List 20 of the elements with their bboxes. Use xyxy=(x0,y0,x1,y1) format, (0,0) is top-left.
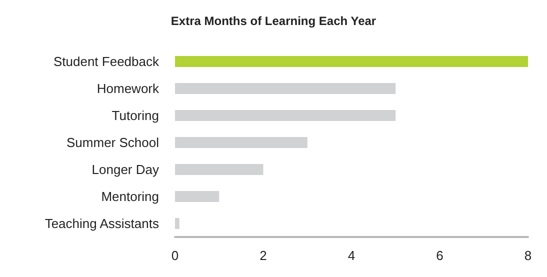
y-tick-label: Mentoring xyxy=(101,189,159,204)
y-tick-label: Teaching Assistants xyxy=(44,216,160,231)
y-tick-label: Student Feedback xyxy=(53,54,160,69)
bar xyxy=(175,56,528,67)
y-tick-label: Longer Day xyxy=(92,162,160,177)
y-tick-label: Summer School xyxy=(66,135,160,150)
x-tick-label: 6 xyxy=(436,248,444,263)
y-tick-label: Homework xyxy=(96,81,160,96)
bar xyxy=(175,83,396,94)
chart-title: Extra Months of Learning Each Year xyxy=(170,14,376,28)
bar xyxy=(175,164,264,175)
x-tick-label: 4 xyxy=(348,248,356,263)
bar xyxy=(175,191,220,202)
bar xyxy=(175,110,396,121)
bar xyxy=(175,218,180,229)
bar xyxy=(175,137,308,148)
x-tick-label: 2 xyxy=(260,248,267,263)
x-tick-label: 0 xyxy=(171,248,179,263)
x-tick-label: 8 xyxy=(524,248,532,263)
y-tick-label: Tutoring xyxy=(112,108,159,123)
